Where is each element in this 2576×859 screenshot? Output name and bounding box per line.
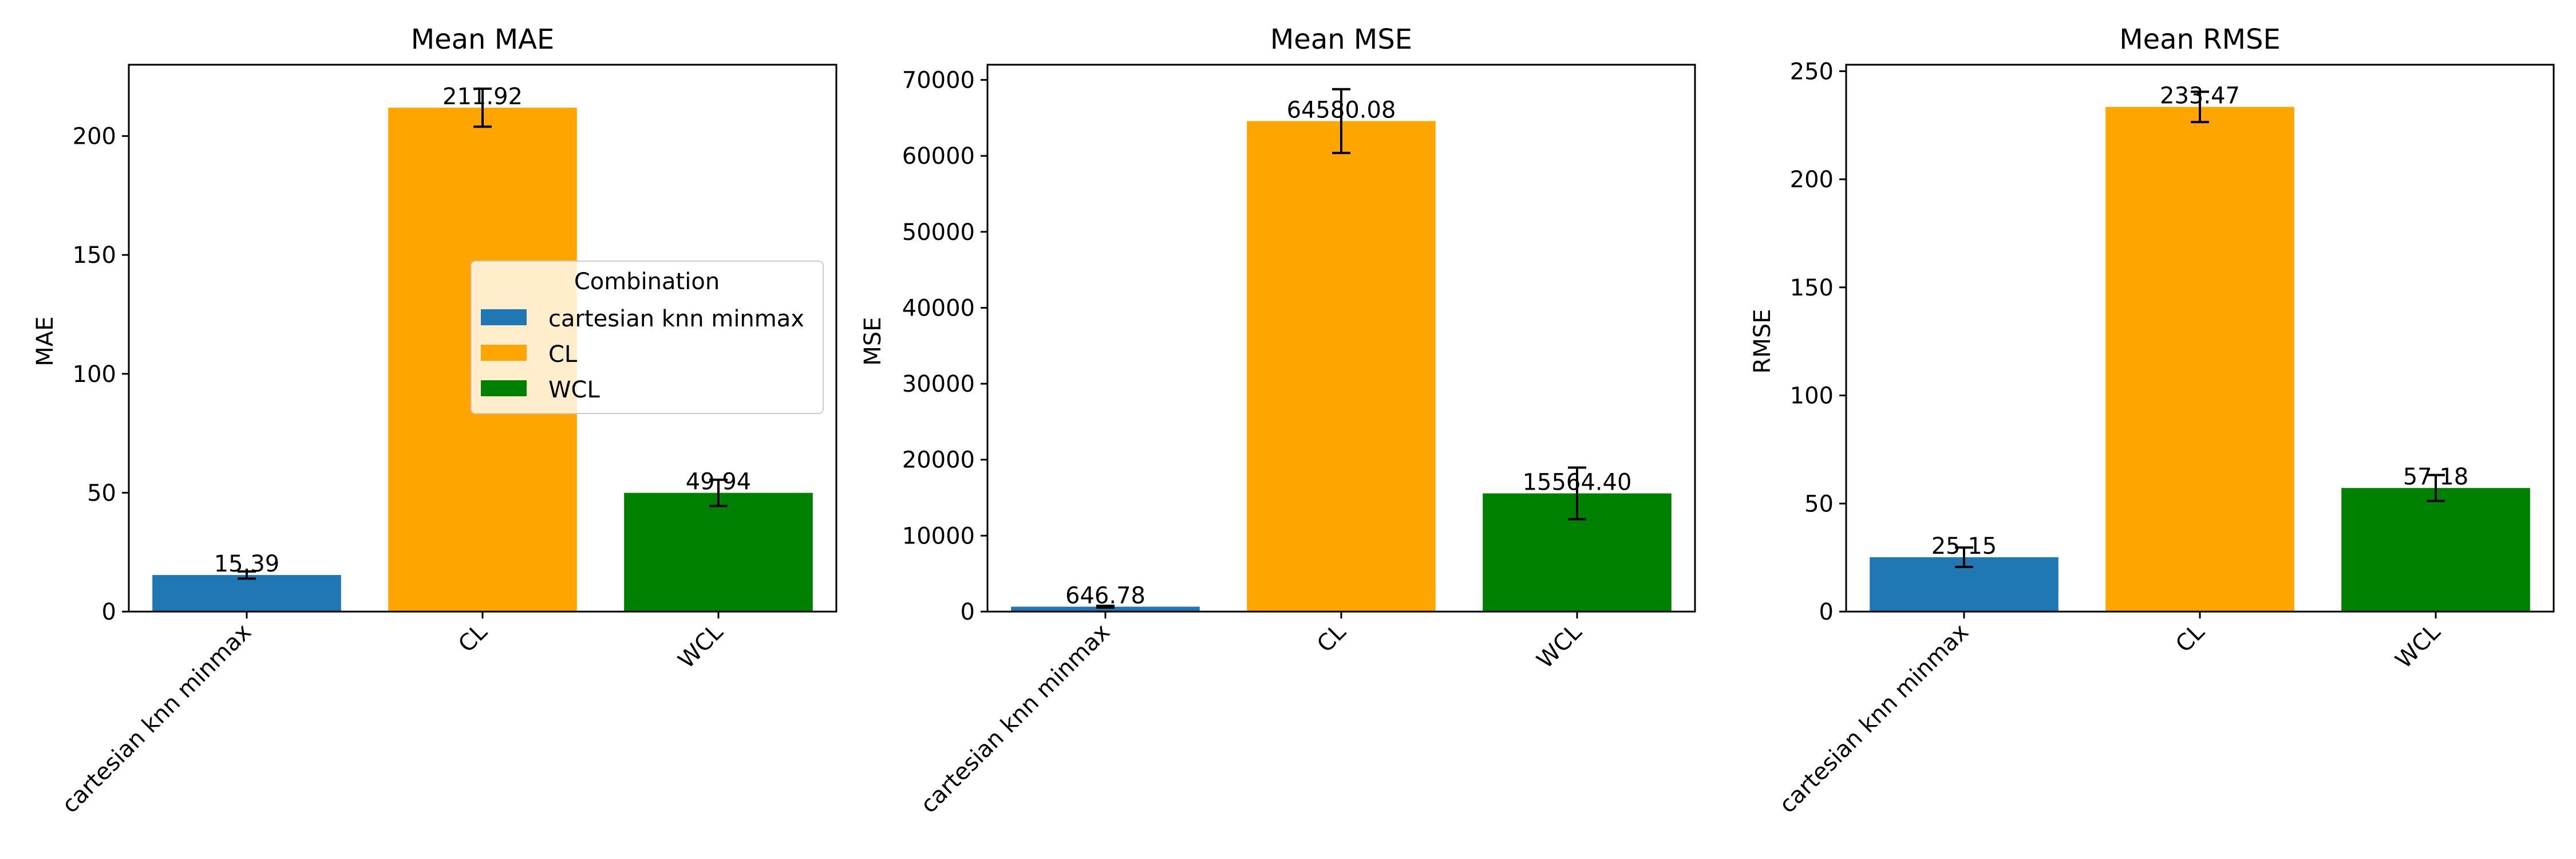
mse-y-tick-label: 70000 bbox=[902, 68, 975, 94]
mae-y-axis-label: MAE bbox=[32, 316, 58, 366]
mse-value-label-cl: 64580.08 bbox=[1287, 97, 1396, 123]
rmse-bar-wcl bbox=[2341, 488, 2530, 612]
mae-y-tick-label: 200 bbox=[73, 124, 116, 150]
mse-error-bar-cartesian bbox=[1096, 604, 1115, 609]
rmse-y-tick-label: 200 bbox=[1790, 167, 1834, 193]
rmse-error-bar-cl bbox=[2191, 90, 2209, 124]
mae-y-tick-label: 50 bbox=[87, 480, 116, 506]
rmse-error-bar-wcl bbox=[2427, 474, 2445, 502]
mse-y-tick-label: 0 bbox=[961, 599, 975, 625]
mse-value-label-cartesian: 646.78 bbox=[1065, 582, 1145, 609]
legend-entry-cartesian: cartesian knn minmax bbox=[481, 306, 804, 332]
mse-y-tick-label: 50000 bbox=[902, 219, 975, 246]
legend-entry-cl: CL bbox=[481, 341, 578, 368]
rmse-y-tick-label: 50 bbox=[1804, 491, 1834, 517]
rmse-y-axis-label: RMSE bbox=[1749, 309, 1776, 374]
mse-bar-cl bbox=[1247, 121, 1436, 612]
rmse-y-tick-label: 250 bbox=[1790, 58, 1834, 85]
legend-box bbox=[471, 261, 824, 414]
mae-value-label-cartesian: 15.39 bbox=[214, 551, 280, 577]
mae-y-tick-label: 100 bbox=[73, 361, 116, 388]
legend-label-wcl: WCL bbox=[548, 377, 600, 403]
mse-y-axis-label: MSE bbox=[860, 317, 886, 365]
rmse-y-tick-label: 150 bbox=[1790, 275, 1834, 301]
mae-bar-cartesian bbox=[152, 575, 341, 612]
mse-error-bar-cl bbox=[1332, 88, 1350, 155]
mse-panel: Mean MSE MSE 646.78 64580.08 15564.40 0 1000… bbox=[860, 23, 1696, 818]
mse-title: Mean MSE bbox=[1270, 23, 1412, 56]
rmse-bar-cl bbox=[2105, 107, 2294, 612]
mse-value-label-wcl: 15564.40 bbox=[1523, 470, 1632, 496]
legend-entry-wcl: WCL bbox=[481, 377, 600, 403]
legend: Combination cartesian knn minmax CL WCL bbox=[471, 261, 824, 414]
rmse-error-bar-cartesian bbox=[1955, 546, 1973, 569]
legend-swatch-wcl bbox=[481, 380, 527, 396]
mse-y-tick-label: 60000 bbox=[902, 143, 975, 170]
mae-error-bar-wcl bbox=[709, 478, 728, 507]
mse-y-tick-label: 10000 bbox=[902, 523, 975, 549]
mae-value-label-cl: 211.92 bbox=[442, 84, 523, 110]
legend-label-cartesian: cartesian knn minmax bbox=[548, 306, 804, 332]
mae-value-label-wcl: 49.94 bbox=[686, 469, 752, 495]
mae-title: Mean MAE bbox=[411, 23, 555, 56]
mae-bar-wcl bbox=[624, 492, 813, 612]
mse-y-tick-label: 20000 bbox=[902, 447, 975, 474]
rmse-value-label-cartesian: 25.15 bbox=[1931, 533, 1997, 559]
mae-y-tick-label: 150 bbox=[73, 242, 116, 269]
legend-swatch-cartesian bbox=[481, 309, 527, 325]
rmse-value-label-cl: 233.47 bbox=[2160, 83, 2240, 109]
rmse-title: Mean RMSE bbox=[2119, 23, 2281, 56]
mse-plot-area: 646.78 64580.08 15564.40 0 10000 20000 30000 40… bbox=[902, 64, 1696, 818]
mse-y-tick-label: 40000 bbox=[902, 295, 975, 321]
mse-bar-cartesian bbox=[1011, 606, 1200, 612]
rmse-y-tick-label: 100 bbox=[1790, 383, 1834, 409]
legend-swatch-cl bbox=[481, 345, 527, 361]
mae-error-bar-cl bbox=[473, 87, 492, 128]
mse-error-bar-wcl bbox=[1568, 466, 1586, 521]
mae-error-bar-cartesian bbox=[238, 570, 256, 580]
legend-label-cl: CL bbox=[548, 341, 578, 368]
mae-y-tick-label: 0 bbox=[102, 599, 116, 625]
mse-y-tick-label: 30000 bbox=[902, 371, 975, 397]
rmse-value-label-wcl: 57.18 bbox=[2403, 464, 2469, 490]
legend-title: Combination bbox=[574, 269, 720, 295]
rmse-y-tick-label: 0 bbox=[1819, 599, 1834, 625]
